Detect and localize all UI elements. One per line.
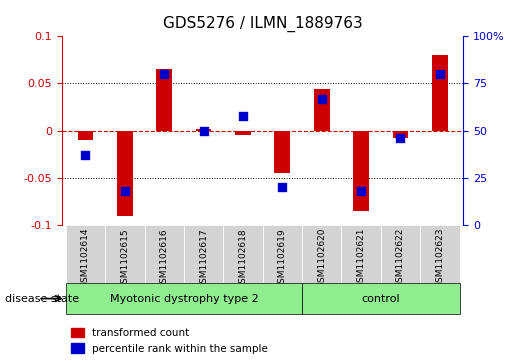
Bar [353, 131, 369, 211]
Bar [117, 131, 133, 216]
Text: GSM1102619: GSM1102619 [278, 228, 287, 289]
Text: GSM1102616: GSM1102616 [160, 228, 169, 289]
Text: GSM1102618: GSM1102618 [238, 228, 248, 289]
Text: GSM1102614: GSM1102614 [81, 228, 90, 289]
FancyBboxPatch shape [224, 225, 263, 283]
Text: GSM1102622: GSM1102622 [396, 228, 405, 288]
Text: GSM1102617: GSM1102617 [199, 228, 208, 289]
FancyBboxPatch shape [145, 225, 184, 283]
Title: GDS5276 / ILMN_1889763: GDS5276 / ILMN_1889763 [163, 16, 363, 32]
FancyBboxPatch shape [66, 225, 105, 283]
Point [357, 188, 365, 194]
FancyBboxPatch shape [184, 225, 224, 283]
Text: GSM1102623: GSM1102623 [435, 228, 444, 289]
Bar [392, 131, 408, 138]
Point [436, 71, 444, 77]
Bar [432, 55, 448, 131]
Point [397, 135, 405, 141]
Bar [157, 69, 172, 131]
Point [160, 71, 168, 77]
Bar [196, 129, 212, 131]
Text: control: control [362, 294, 400, 303]
Point [199, 128, 208, 134]
FancyBboxPatch shape [66, 283, 302, 314]
FancyBboxPatch shape [263, 225, 302, 283]
Point [239, 113, 247, 118]
Bar [314, 89, 330, 131]
Point [278, 184, 286, 190]
Text: GSM1102615: GSM1102615 [121, 228, 129, 289]
Point [81, 152, 90, 158]
Text: GSM1102621: GSM1102621 [356, 228, 366, 289]
FancyBboxPatch shape [420, 225, 459, 283]
Text: disease state: disease state [5, 294, 79, 305]
Bar [235, 131, 251, 135]
Point [121, 188, 129, 194]
FancyBboxPatch shape [302, 283, 459, 314]
Point [318, 96, 326, 102]
FancyBboxPatch shape [105, 225, 145, 283]
FancyBboxPatch shape [341, 225, 381, 283]
FancyBboxPatch shape [302, 225, 341, 283]
Bar [78, 131, 93, 140]
Text: GSM1102620: GSM1102620 [317, 228, 326, 289]
Text: Myotonic dystrophy type 2: Myotonic dystrophy type 2 [110, 294, 258, 303]
Bar [274, 131, 290, 173]
Legend: transformed count, percentile rank within the sample: transformed count, percentile rank withi… [67, 324, 272, 358]
FancyBboxPatch shape [381, 225, 420, 283]
